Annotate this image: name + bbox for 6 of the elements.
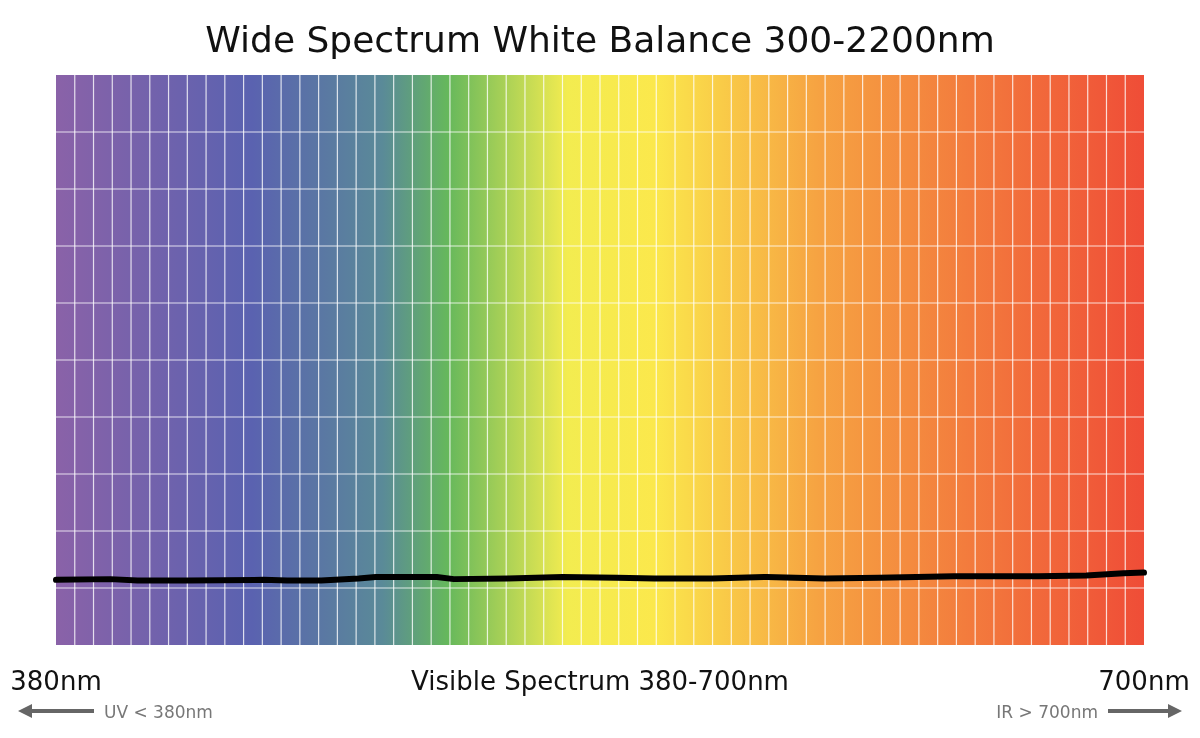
x-tick-label: 380nm: [10, 666, 102, 696]
x-tick-label: 700nm: [1098, 666, 1190, 696]
text: UV < 380nm: [104, 702, 213, 722]
text: IR > 700nm: [996, 702, 1098, 722]
chart-title: Wide Spectrum White Balance 300-2200nm: [205, 19, 995, 60]
x-axis-title: Visible Spectrum 380-700nm: [411, 666, 789, 696]
